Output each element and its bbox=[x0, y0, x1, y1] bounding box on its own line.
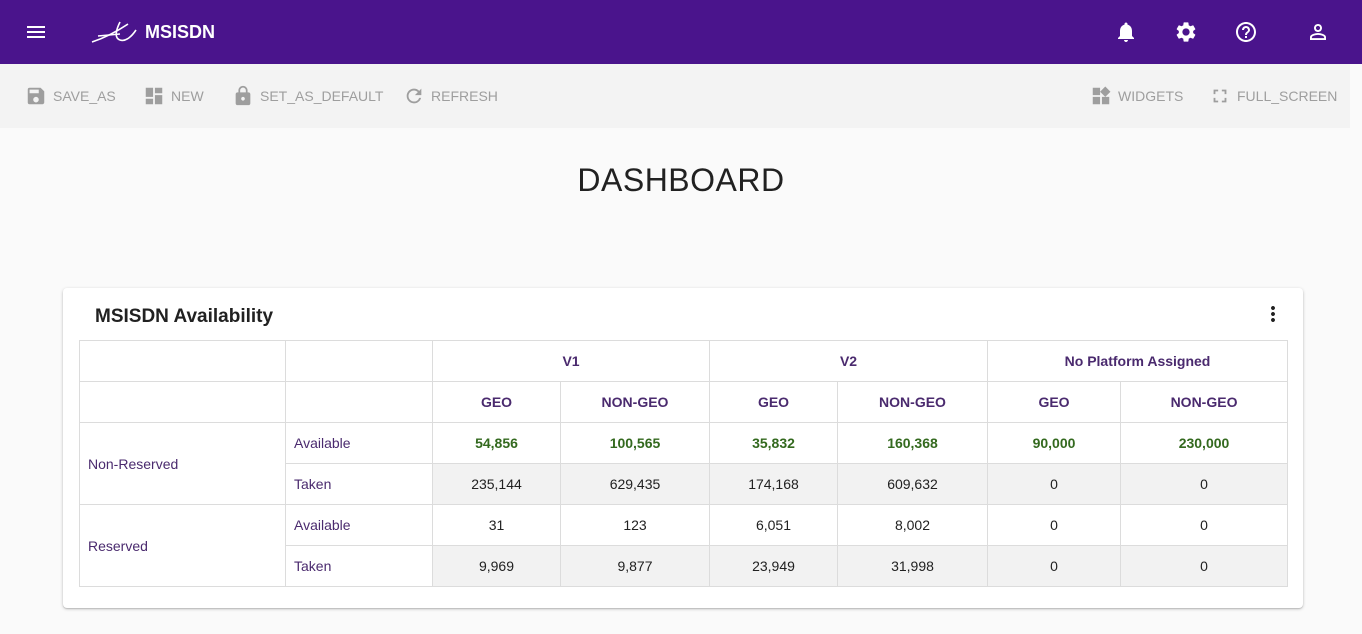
table-cell: 9,877 bbox=[560, 545, 710, 587]
table-row: Taken 9,969 9,877 23,949 31,998 0 0 bbox=[80, 545, 1289, 587]
dashboard-toolbar: SAVE_AS NEW SET_AS_DEFAULT REFRESH WIDGE… bbox=[0, 64, 1350, 128]
empty-header-cell bbox=[79, 381, 286, 423]
help-icon[interactable] bbox=[1234, 20, 1258, 44]
table-cell: 230,000 bbox=[1119, 422, 1289, 464]
new-label: NEW bbox=[171, 88, 204, 104]
empty-header-cell bbox=[79, 340, 286, 382]
group-label-non-reserved: Non-Reserved bbox=[79, 422, 286, 505]
new-button[interactable]: NEW bbox=[143, 84, 204, 108]
row-label: Available bbox=[285, 422, 433, 464]
type-header: NON-GEO bbox=[1119, 381, 1289, 423]
save-icon bbox=[27, 87, 45, 105]
refresh-label: REFRESH bbox=[431, 88, 498, 104]
table-cell: 235,144 bbox=[432, 463, 561, 505]
more-vert-icon[interactable] bbox=[1261, 302, 1285, 326]
refresh-button[interactable]: REFRESH bbox=[403, 84, 498, 108]
table-cell: 54,856 bbox=[432, 422, 561, 464]
logo-icon bbox=[90, 16, 140, 48]
table-cell: 174,168 bbox=[709, 463, 838, 505]
msisdn-availability-widget: MSISDN Availability V1 V2 No Platform As… bbox=[63, 288, 1303, 608]
bell-icon[interactable] bbox=[1114, 20, 1138, 44]
gear-icon[interactable] bbox=[1174, 20, 1198, 44]
set-as-default-label: SET_AS_DEFAULT bbox=[260, 88, 384, 104]
row-label: Taken bbox=[285, 463, 433, 505]
fullscreen-icon bbox=[1213, 89, 1227, 103]
empty-header-cell bbox=[285, 340, 433, 382]
full-screen-button[interactable]: FULL_SCREEN bbox=[1209, 84, 1337, 108]
table-cell: 0 bbox=[1119, 463, 1289, 505]
full-screen-label: FULL_SCREEN bbox=[1237, 88, 1338, 104]
table-cell: 90,000 bbox=[987, 422, 1121, 464]
table-cell: 9,969 bbox=[432, 545, 561, 587]
table-cell: 6,051 bbox=[709, 504, 838, 546]
table-cell: 0 bbox=[1119, 504, 1289, 546]
table-cell: 100,565 bbox=[560, 422, 710, 464]
type-header: GEO bbox=[987, 381, 1121, 423]
refresh-icon bbox=[406, 88, 422, 104]
widgets-label: WIDGETS bbox=[1118, 88, 1184, 104]
widgets-button[interactable]: WIDGETS bbox=[1090, 84, 1183, 108]
type-header-row: GEO NON-GEO GEO NON-GEO GEO NON-GEO bbox=[79, 381, 1289, 423]
table-cell: 0 bbox=[987, 504, 1121, 546]
row-label: Available bbox=[285, 504, 433, 546]
account-icon[interactable] bbox=[1306, 20, 1330, 44]
type-header: GEO bbox=[709, 381, 838, 423]
page-title: DASHBOARD bbox=[577, 162, 785, 198]
save-as-label: SAVE_AS bbox=[53, 88, 116, 104]
row-label: Taken bbox=[285, 545, 433, 587]
table-cell: 0 bbox=[987, 463, 1121, 505]
table-cell: 23,949 bbox=[709, 545, 838, 587]
table-cell: 8,002 bbox=[837, 504, 988, 546]
app-title: MSISDN bbox=[145, 22, 216, 42]
type-header: NON-GEO bbox=[837, 381, 988, 423]
type-header: GEO bbox=[432, 381, 561, 423]
table-cell: 35,832 bbox=[709, 422, 838, 464]
availability-table: V1 V2 No Platform Assigned GEO NON-GEO G… bbox=[79, 340, 1289, 587]
widget-title: MSISDN Availability bbox=[95, 306, 274, 327]
save-as-button[interactable]: SAVE_AS bbox=[25, 84, 116, 108]
set-as-default-button[interactable]: SET_AS_DEFAULT bbox=[232, 84, 383, 108]
table-cell: 0 bbox=[987, 545, 1121, 587]
table-cell: 31 bbox=[432, 504, 561, 546]
menu-icon[interactable] bbox=[24, 20, 48, 44]
table-cell: 31,998 bbox=[837, 545, 988, 587]
platform-header-v2: V2 bbox=[709, 340, 988, 382]
widgets-icon bbox=[1092, 86, 1111, 105]
empty-header-cell bbox=[285, 381, 433, 423]
app-bar: MSISDN bbox=[0, 0, 1362, 64]
dashboard-icon bbox=[145, 87, 163, 105]
platform-header-v1: V1 bbox=[432, 340, 710, 382]
type-header: NON-GEO bbox=[560, 381, 710, 423]
table-cell: 123 bbox=[560, 504, 710, 546]
table-row: Non-Reserved Available 54,856 100,565 35… bbox=[79, 422, 1289, 505]
platform-header-none: No Platform Assigned bbox=[986, 340, 1289, 382]
platform-header-row: V1 V2 No Platform Assigned bbox=[79, 340, 1289, 382]
lock-icon bbox=[235, 85, 251, 106]
table-row: Taken 235,144 629,435 174,168 609,632 0 … bbox=[80, 463, 1289, 505]
table-cell: 629,435 bbox=[560, 463, 710, 505]
table-cell: 0 bbox=[1119, 545, 1289, 587]
group-label-reserved: Reserved bbox=[79, 504, 286, 587]
table-cell: 160,368 bbox=[837, 422, 988, 464]
table-row: Reserved Available 31 123 6,051 8,002 0 … bbox=[79, 504, 1289, 587]
table-cell: 609,632 bbox=[837, 463, 988, 505]
